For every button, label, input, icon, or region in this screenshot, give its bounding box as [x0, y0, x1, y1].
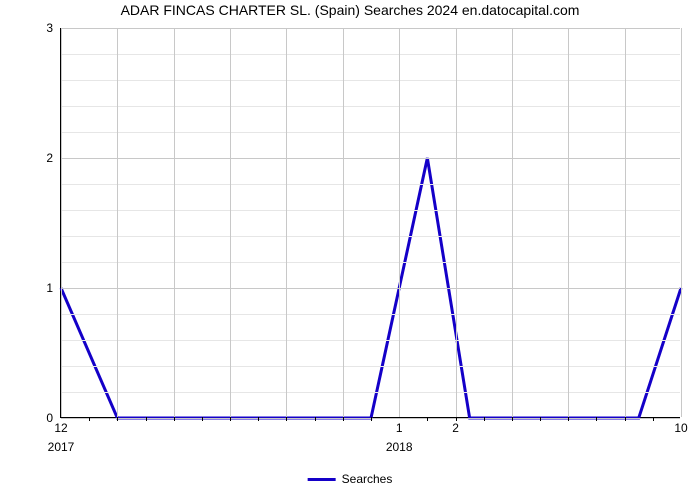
chart-title: ADAR FINCAS CHARTER SL. (Spain) Searches…	[0, 2, 700, 18]
x-tick-minor	[371, 417, 372, 421]
x-tick-minor	[202, 417, 203, 421]
x-tick-minor	[596, 417, 597, 421]
x-tick-minor	[343, 417, 344, 421]
y-gridline-minor	[61, 340, 680, 341]
x-tick-minor	[427, 417, 428, 421]
x-gridline	[399, 28, 400, 417]
x-gridline	[456, 28, 457, 417]
x-tick-minor	[89, 417, 90, 421]
x-gridline	[117, 28, 118, 417]
x-tick-minor	[258, 417, 259, 421]
x-gridline	[230, 28, 231, 417]
y-gridline-minor	[61, 106, 680, 107]
x-tick-minor	[174, 417, 175, 421]
x-gridline	[343, 28, 344, 417]
y-tick-label: 1	[46, 281, 53, 295]
y-gridline	[61, 288, 680, 289]
x-tick-minor	[315, 417, 316, 421]
x-year-label: 2018	[386, 440, 413, 454]
y-gridline-minor	[61, 392, 680, 393]
y-gridline-minor	[61, 132, 680, 133]
x-tick-minor	[286, 417, 287, 421]
y-tick-label: 3	[46, 21, 53, 35]
x-tick-minor	[484, 417, 485, 421]
x-gridline	[512, 28, 513, 417]
plot-area: 012312121020172018	[60, 28, 680, 418]
x-gridline	[174, 28, 175, 417]
y-gridline	[61, 158, 680, 159]
x-tick-minor	[625, 417, 626, 421]
y-gridline-minor	[61, 262, 680, 263]
y-tick-label: 0	[46, 411, 53, 425]
x-gridline	[681, 28, 682, 417]
y-gridline	[61, 28, 680, 29]
x-tick-label: 12	[54, 421, 67, 435]
y-gridline-minor	[61, 80, 680, 81]
legend: Searches	[308, 472, 393, 486]
legend-label: Searches	[342, 472, 393, 486]
y-gridline-minor	[61, 184, 680, 185]
x-tick-minor	[512, 417, 513, 421]
x-tick-minor	[230, 417, 231, 421]
x-gridline	[568, 28, 569, 417]
searches-line-chart: ADAR FINCAS CHARTER SL. (Spain) Searches…	[0, 0, 700, 500]
x-tick-label: 1	[396, 421, 403, 435]
x-tick-minor	[117, 417, 118, 421]
x-tick-minor	[653, 417, 654, 421]
x-gridline	[61, 28, 62, 417]
x-year-label: 2017	[48, 440, 75, 454]
y-gridline-minor	[61, 54, 680, 55]
x-tick-minor	[568, 417, 569, 421]
y-gridline-minor	[61, 366, 680, 367]
x-gridline	[286, 28, 287, 417]
y-gridline-minor	[61, 210, 680, 211]
y-gridline-minor	[61, 236, 680, 237]
x-tick-minor	[540, 417, 541, 421]
y-tick-label: 2	[46, 151, 53, 165]
x-tick-minor	[146, 417, 147, 421]
x-tick-label: 10	[674, 421, 687, 435]
legend-swatch	[308, 478, 336, 481]
y-gridline-minor	[61, 314, 680, 315]
x-gridline	[625, 28, 626, 417]
x-tick-label: 2	[452, 421, 459, 435]
series-line	[61, 28, 681, 418]
